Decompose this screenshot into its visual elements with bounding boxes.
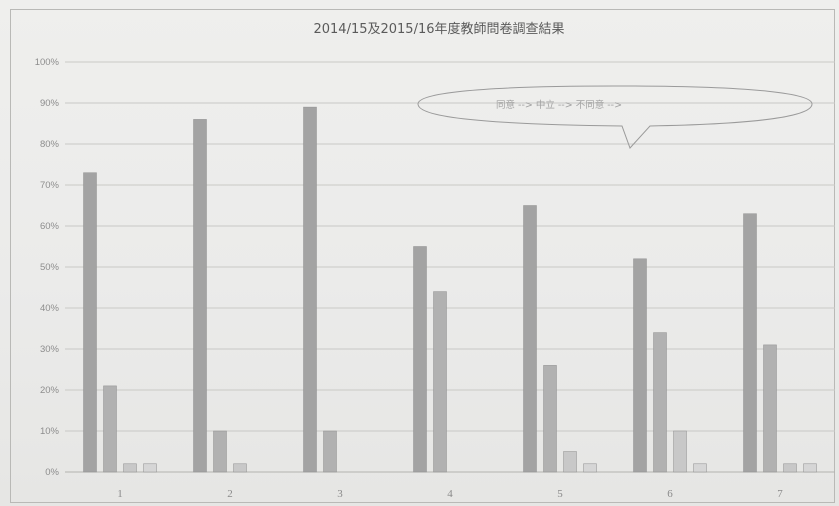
- bar: [324, 431, 337, 472]
- x-axis-ticks: 1 2 3 4 5 6 7: [117, 488, 783, 500]
- legend-callout: 同意 --> 中立 --> 不同意 -->: [418, 86, 812, 148]
- bar: [674, 431, 687, 472]
- bar: [634, 259, 647, 472]
- x-tick-label: 7: [777, 488, 783, 500]
- y-tick-label: 70%: [40, 180, 60, 191]
- bar: [234, 464, 247, 472]
- bar: [434, 292, 447, 472]
- bar: [784, 464, 797, 472]
- y-tick-label: 60%: [40, 221, 60, 232]
- y-tick-label: 100%: [35, 57, 60, 68]
- bar: [764, 345, 777, 472]
- bar: [744, 214, 757, 472]
- bar: [414, 247, 427, 473]
- bar: [194, 119, 207, 472]
- y-tick-label: 90%: [40, 98, 60, 109]
- x-tick-label: 6: [667, 488, 673, 500]
- bar: [84, 173, 97, 472]
- x-tick-label: 5: [557, 488, 563, 500]
- y-tick-label: 40%: [40, 303, 60, 314]
- x-tick-label: 3: [337, 488, 343, 500]
- bar: [564, 452, 577, 473]
- y-tick-label: 20%: [40, 385, 60, 396]
- bar: [804, 464, 817, 472]
- bar: [144, 464, 157, 472]
- bar: [104, 386, 117, 472]
- bars: [84, 107, 817, 472]
- y-tick-label: 50%: [40, 262, 60, 273]
- bar: [214, 431, 227, 472]
- chart-title: 2014/15及2015/16年度教師問卷調查結果: [313, 21, 564, 37]
- bar: [544, 365, 557, 472]
- x-tick-label: 2: [227, 488, 233, 500]
- bar: [584, 464, 597, 472]
- x-tick-label: 4: [447, 488, 453, 500]
- y-axis-ticks: 0% 10% 20% 30% 40% 50% 60% 70% 80% 90% 100%: [35, 57, 60, 478]
- callout-text: 同意 --> 中立 --> 不同意 -->: [496, 99, 622, 111]
- y-tick-label: 80%: [40, 139, 60, 150]
- y-tick-label: 10%: [40, 426, 60, 437]
- bar: [524, 206, 537, 473]
- y-tick-label: 30%: [40, 344, 60, 355]
- callout-bubble: [418, 86, 812, 148]
- bar: [124, 464, 137, 472]
- y-tick-label: 0%: [45, 467, 59, 478]
- x-tick-label: 1: [117, 488, 123, 500]
- bar: [694, 464, 707, 472]
- bar: [654, 333, 667, 472]
- bar: [304, 107, 317, 472]
